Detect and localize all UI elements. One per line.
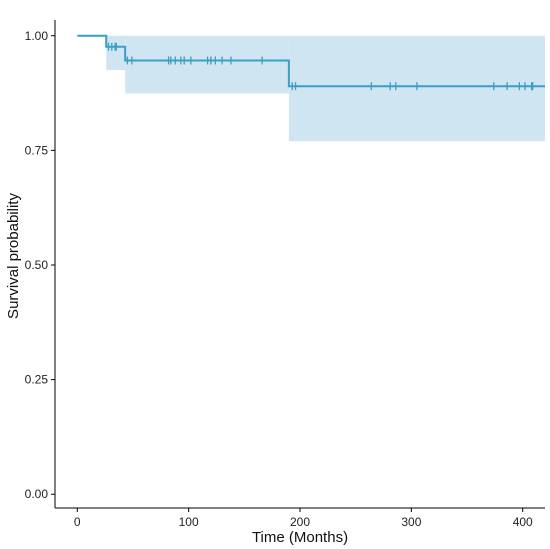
x-tick-label: 0 [74,515,81,529]
y-tick-label: 1.00 [25,29,49,43]
x-tick-label: 400 [513,515,533,529]
survival-step-line [77,34,545,88]
censor-marks [107,42,534,91]
confidence-band [106,35,545,142]
y-tick-label: 0.25 [25,373,49,387]
x-tick-label: 200 [290,515,310,529]
y-tick-label: 0.75 [25,143,49,157]
x-axis-title: Time (Months) [252,529,348,546]
x-tick-label: 100 [179,515,199,529]
ci-band-segment [125,35,289,94]
x-tick-label: 300 [401,515,421,529]
y-axis-title: Survival probability [5,193,22,319]
y-tick-label: 0.00 [25,487,49,501]
ci-band-segment [106,35,126,71]
y-tick-label: 0.50 [25,258,49,272]
tick-labels: 0 100 200 300 400 0.00 0.25 0.50 0.75 1.00 [25,29,533,529]
axes [51,20,545,512]
survival-curve [77,34,545,88]
